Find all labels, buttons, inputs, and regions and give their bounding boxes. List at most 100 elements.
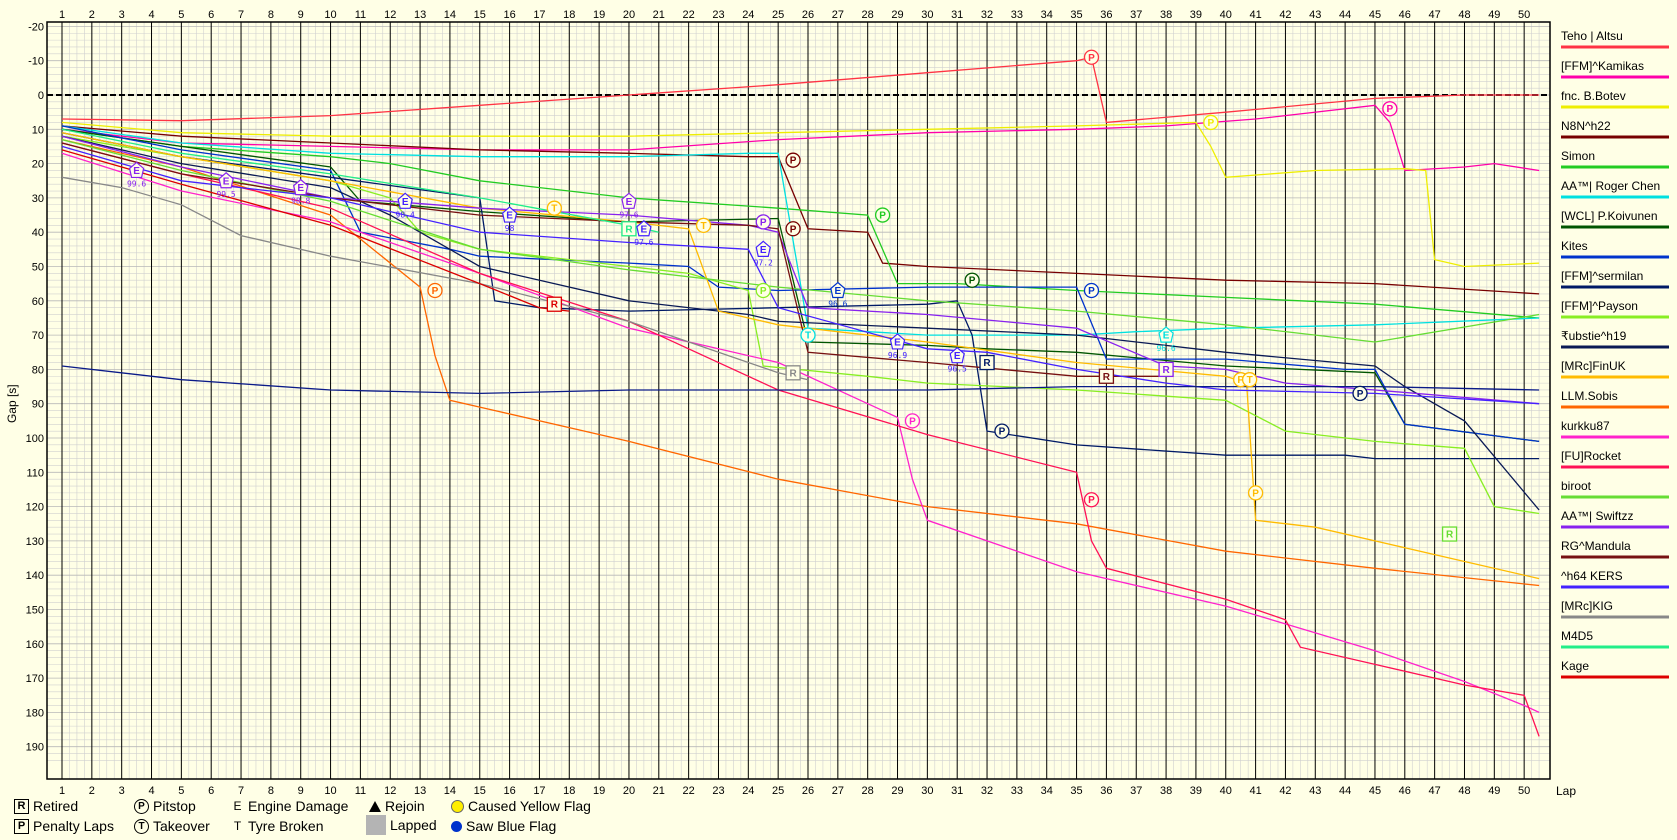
legend-entry-label: [MRc]FinUK xyxy=(1561,359,1626,373)
event-circle xyxy=(800,327,816,343)
event-marker-r: R xyxy=(546,296,563,312)
event-marker-p: P xyxy=(964,272,980,288)
event-marker-r: R xyxy=(621,221,637,237)
x-tick-label: 17 xyxy=(533,785,545,797)
event-marker-p: P xyxy=(994,423,1010,439)
key-lapped: Lapped xyxy=(366,815,437,835)
x-tick-label: 14 xyxy=(444,9,456,21)
x-tick-label: 30 xyxy=(921,785,933,797)
event-letter: E xyxy=(760,245,767,256)
event-marker-p: P xyxy=(1083,49,1100,65)
x-tick-label: 38 xyxy=(1160,9,1172,21)
x-tick-label: 2 xyxy=(89,785,95,797)
event-pentagon xyxy=(397,192,413,209)
event-box xyxy=(979,354,995,371)
event-pentagon xyxy=(293,178,309,196)
event-marker-t: T xyxy=(800,327,816,343)
event-marker-t: T xyxy=(695,217,712,233)
legend-entry-label: LLM.Sobis xyxy=(1561,389,1618,403)
y-tick-label: 100 xyxy=(26,433,44,445)
key-yellow: Caused Yellow Flag xyxy=(451,798,591,814)
event-pentagon xyxy=(1158,326,1174,343)
x-tick-label: 41 xyxy=(1249,9,1261,21)
series-lines xyxy=(61,56,1540,737)
legend: Teho | Altsu [FFM]^Kamikas fnc. B.Botev N8N… xyxy=(1561,29,1669,679)
event-box xyxy=(1158,361,1174,378)
x-tick-label: 11 xyxy=(355,785,366,797)
event-letter: P xyxy=(432,286,439,297)
retired-box-icon: R xyxy=(14,798,29,814)
legend-entry-label: N8N^h22 xyxy=(1561,119,1611,133)
event-letter: P xyxy=(1208,118,1215,129)
y-tick-label: 160 xyxy=(26,639,44,651)
x-tick-label: 11 xyxy=(355,9,366,21)
event-letter: R xyxy=(551,300,559,311)
x-tick-label: 42 xyxy=(1279,785,1291,797)
x-axis-label: Lap xyxy=(1556,784,1576,798)
event-letter: T xyxy=(551,204,557,215)
event-circle xyxy=(874,207,891,223)
series-line-21 xyxy=(61,149,570,312)
key-retired-label: Retired xyxy=(33,798,79,814)
x-tick-label: 50 xyxy=(1518,9,1530,21)
event-letter: E xyxy=(894,337,901,348)
event-letter: E xyxy=(835,286,842,297)
event-letter: R xyxy=(789,368,797,379)
key-engine: E Engine Damage xyxy=(231,798,348,814)
x-tick-label: 5 xyxy=(178,9,184,21)
event-marker-e: E 99.5 xyxy=(216,171,236,199)
event-letter: P xyxy=(879,211,886,222)
legend-entry-label: [FFM]^sermilan xyxy=(1561,269,1643,283)
event-circle xyxy=(1083,282,1100,299)
event-letter: E xyxy=(626,197,633,208)
grid xyxy=(46,21,1551,780)
event-pentagon xyxy=(621,192,637,209)
series-line-9 xyxy=(61,135,1540,515)
event-letter: P xyxy=(969,276,976,287)
event-letter: R xyxy=(1103,372,1111,383)
event-marker-e: E 97.2 xyxy=(754,240,773,267)
x-tick-label: 28 xyxy=(862,9,874,21)
event-circle xyxy=(904,413,921,429)
event-letter: P xyxy=(790,156,797,167)
series-line-13 xyxy=(61,152,1540,713)
event-circle xyxy=(964,272,980,288)
event-letter: P xyxy=(999,427,1006,438)
event-marker-p: P xyxy=(755,282,771,299)
event-pentagon xyxy=(218,171,234,189)
event-letter: E xyxy=(641,224,648,235)
legend-entry-label: fnc. B.Botev xyxy=(1561,89,1626,103)
legend-entry-label: [FU]Rocket xyxy=(1561,449,1622,463)
event-marker-p: P xyxy=(1083,492,1100,508)
lapped-swatch-icon xyxy=(366,815,386,835)
x-tick-label: 27 xyxy=(832,9,844,21)
x-tick-label: 40 xyxy=(1220,785,1232,797)
series-line-3 xyxy=(61,125,1540,295)
event-letter: P xyxy=(1387,104,1394,115)
x-tick-label: 21 xyxy=(653,785,665,797)
x-tick-label: 37 xyxy=(1130,9,1142,21)
x-tick-label: 13 xyxy=(414,9,426,21)
event-circle xyxy=(546,200,563,216)
series-line-15 xyxy=(61,138,1540,343)
x-tick-label: 20 xyxy=(623,9,635,21)
legend-entry-label: kurkku87 xyxy=(1561,419,1610,433)
x-tick-label: 10 xyxy=(324,785,336,797)
x-tick-label: 16 xyxy=(503,9,515,21)
key-tyre: T Tyre Broken xyxy=(231,818,324,834)
x-tick-label: 22 xyxy=(683,9,695,21)
event-marker-t: T xyxy=(546,200,563,216)
event-value: 97.6 xyxy=(619,210,638,219)
legend-entry-label: [WCL] P.Koivunen xyxy=(1561,209,1658,223)
event-pentagon xyxy=(830,281,846,299)
event-box xyxy=(1098,368,1115,384)
x-tick-label: 15 xyxy=(474,785,486,797)
key-tyre-label: Tyre Broken xyxy=(248,818,324,834)
series-line-22 xyxy=(61,365,1540,395)
y-tick-label: 10 xyxy=(32,124,44,136)
event-letter: P xyxy=(790,224,797,235)
x-tick-label: 7 xyxy=(238,785,244,797)
event-circle xyxy=(427,282,443,299)
y-tick-label: 180 xyxy=(26,707,44,719)
